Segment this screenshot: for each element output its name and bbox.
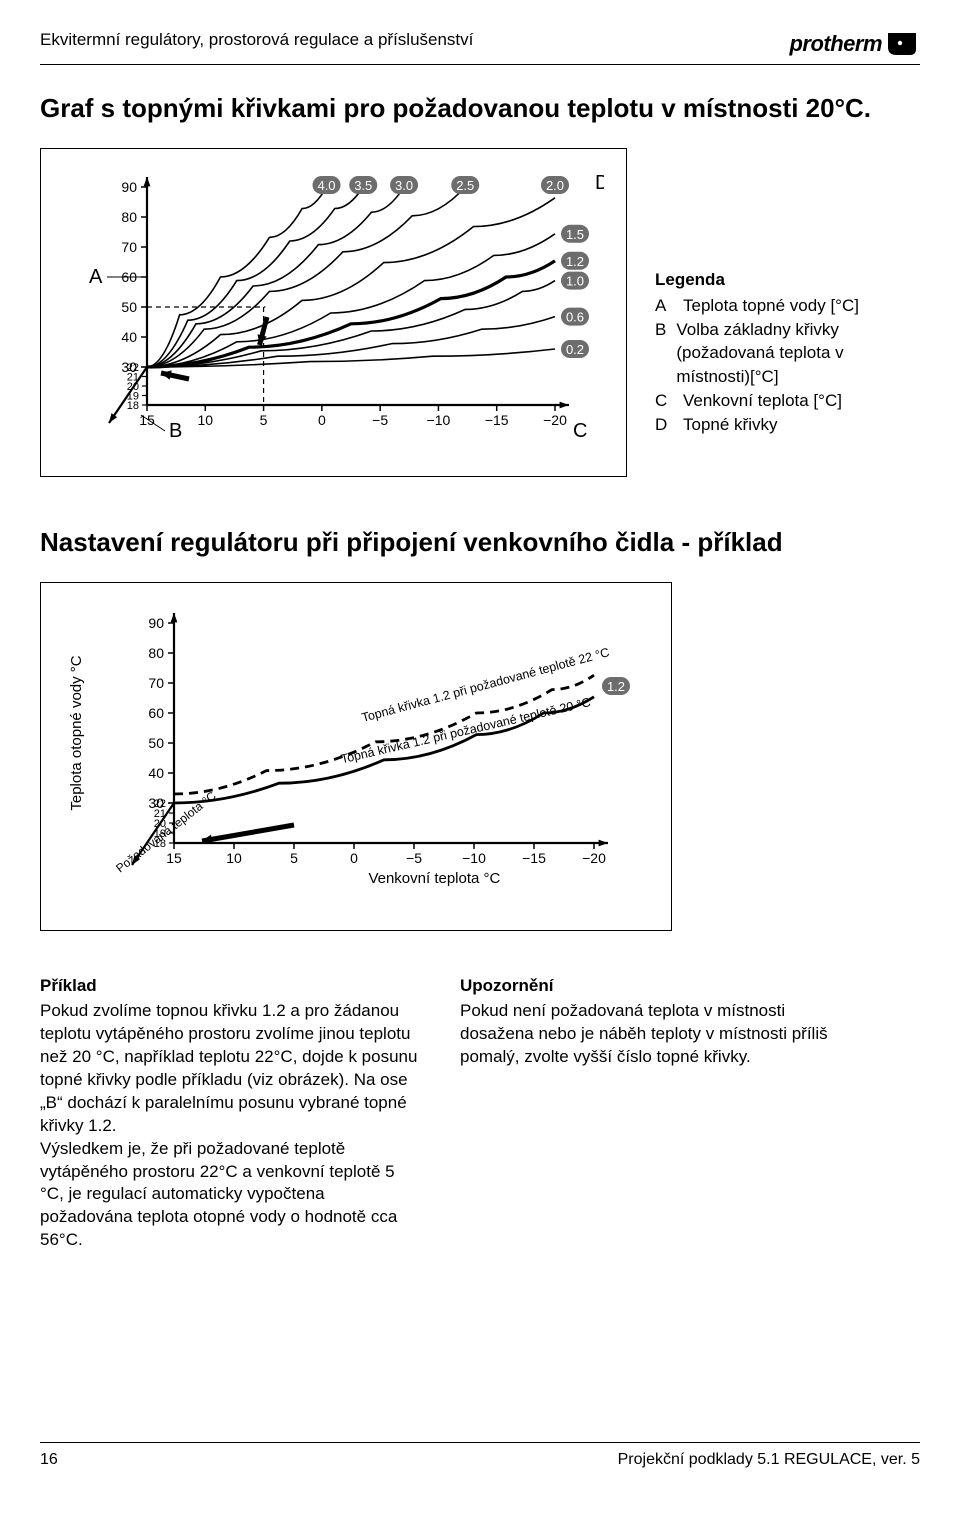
svg-text:−20: −20: [582, 850, 606, 866]
chart2-container: Teplota otopné vody °C908070605040302221…: [40, 582, 672, 931]
example-left-heading: Příklad: [40, 975, 420, 998]
svg-text:4.0: 4.0: [317, 178, 335, 193]
svg-text:0.2: 0.2: [566, 342, 584, 357]
svg-text:2.5: 2.5: [456, 178, 474, 193]
svg-text:90: 90: [121, 179, 137, 195]
example-left-col: Příklad Pokud zvolíme topnou křivku 1.2 …: [40, 975, 420, 1252]
section1-title: Graf s topnými křivkami pro požadovanou …: [40, 93, 920, 124]
chart2-svg: Teplota otopné vody °C908070605040302221…: [59, 601, 649, 911]
svg-text:80: 80: [121, 209, 137, 225]
svg-text:Teplota otopné vody °C: Teplota otopné vody °C: [68, 655, 85, 810]
svg-text:−10: −10: [427, 412, 451, 428]
legend-text: Volba základny křivky (požadovaná teplot…: [676, 318, 920, 389]
legend-text: Venkovní teplota [°C]: [683, 389, 842, 413]
svg-text:3.0: 3.0: [395, 178, 413, 193]
svg-text:2.0: 2.0: [546, 178, 564, 193]
svg-text:1.2: 1.2: [566, 254, 584, 269]
svg-text:40: 40: [148, 765, 164, 781]
legend-key: A: [655, 294, 673, 318]
brand-logo-icon: [886, 30, 920, 58]
svg-text:0: 0: [318, 412, 326, 428]
svg-text:−5: −5: [406, 850, 422, 866]
svg-text:0.6: 0.6: [566, 310, 584, 325]
svg-text:0: 0: [350, 850, 358, 866]
legend-row: BVolba základny křivky (požadovaná teplo…: [655, 318, 920, 389]
svg-text:80: 80: [148, 645, 164, 661]
brand-logo: protherm: [789, 30, 920, 58]
svg-text:5: 5: [290, 850, 298, 866]
chart1-svg: 908070605040302221201918151050−5−10−15−2…: [59, 167, 604, 457]
svg-text:70: 70: [148, 675, 164, 691]
svg-text:18: 18: [127, 400, 139, 412]
legend-title: Legenda: [655, 268, 920, 292]
svg-text:Venkovní teplota °C: Venkovní teplota °C: [368, 870, 500, 887]
legend-row: C Venkovní teplota [°C]: [655, 389, 920, 413]
chart1-container: 908070605040302221201918151050−5−10−15−2…: [40, 148, 627, 477]
svg-text:10: 10: [226, 850, 242, 866]
brand-logo-text: protherm: [789, 31, 882, 57]
legend-key: C: [655, 389, 673, 413]
example-left-text: Pokud zvolíme topnou křivku 1.2 a pro žá…: [40, 1000, 420, 1252]
svg-text:A: A: [89, 266, 103, 288]
legend-row: A Teplota topné vody [°C]: [655, 294, 920, 318]
svg-text:1.5: 1.5: [566, 227, 584, 242]
example-right-heading: Upozornění: [460, 975, 840, 998]
legend-row: D Topné křivky: [655, 413, 920, 437]
header-divider: [40, 64, 920, 65]
svg-text:D: D: [595, 172, 604, 194]
svg-text:1.2: 1.2: [607, 679, 625, 694]
svg-text:40: 40: [121, 329, 137, 345]
svg-text:−15: −15: [522, 850, 546, 866]
legend-text: Teplota topné vody [°C]: [683, 294, 859, 318]
chart1-legend: Legenda ATeplota topné vody [°C]BVolba z…: [655, 148, 920, 437]
legend-key: D: [655, 413, 673, 437]
svg-text:1.0: 1.0: [566, 274, 584, 289]
legend-key: B: [655, 318, 666, 389]
svg-text:15: 15: [139, 412, 155, 428]
svg-text:50: 50: [121, 299, 137, 315]
footer-right: Projekční podklady 5.1 REGULACE, ver. 5: [618, 1451, 920, 1469]
svg-text:5: 5: [260, 412, 268, 428]
footer-page-number: 16: [40, 1451, 58, 1469]
svg-text:60: 60: [148, 705, 164, 721]
svg-text:10: 10: [197, 412, 213, 428]
section2-title: Nastavení regulátoru při připojení venko…: [40, 527, 920, 558]
svg-text:−10: −10: [462, 850, 486, 866]
svg-text:B: B: [169, 420, 182, 442]
svg-text:90: 90: [148, 615, 164, 631]
svg-text:3.5: 3.5: [354, 178, 372, 193]
svg-text:−5: −5: [372, 412, 388, 428]
svg-text:70: 70: [121, 239, 137, 255]
svg-text:−20: −20: [543, 412, 567, 428]
legend-text: Topné křivky: [683, 413, 777, 437]
svg-text:50: 50: [148, 735, 164, 751]
svg-text:15: 15: [166, 850, 182, 866]
example-right-col: Upozornění Pokud není požadovaná teplota…: [460, 975, 840, 1252]
example-right-text: Pokud není požadovaná teplota v místnost…: [460, 1000, 840, 1069]
page-header-title: Ekvitermní regulátory, prostorová regula…: [40, 30, 473, 50]
svg-text:C: C: [573, 420, 587, 442]
svg-text:−15: −15: [485, 412, 509, 428]
